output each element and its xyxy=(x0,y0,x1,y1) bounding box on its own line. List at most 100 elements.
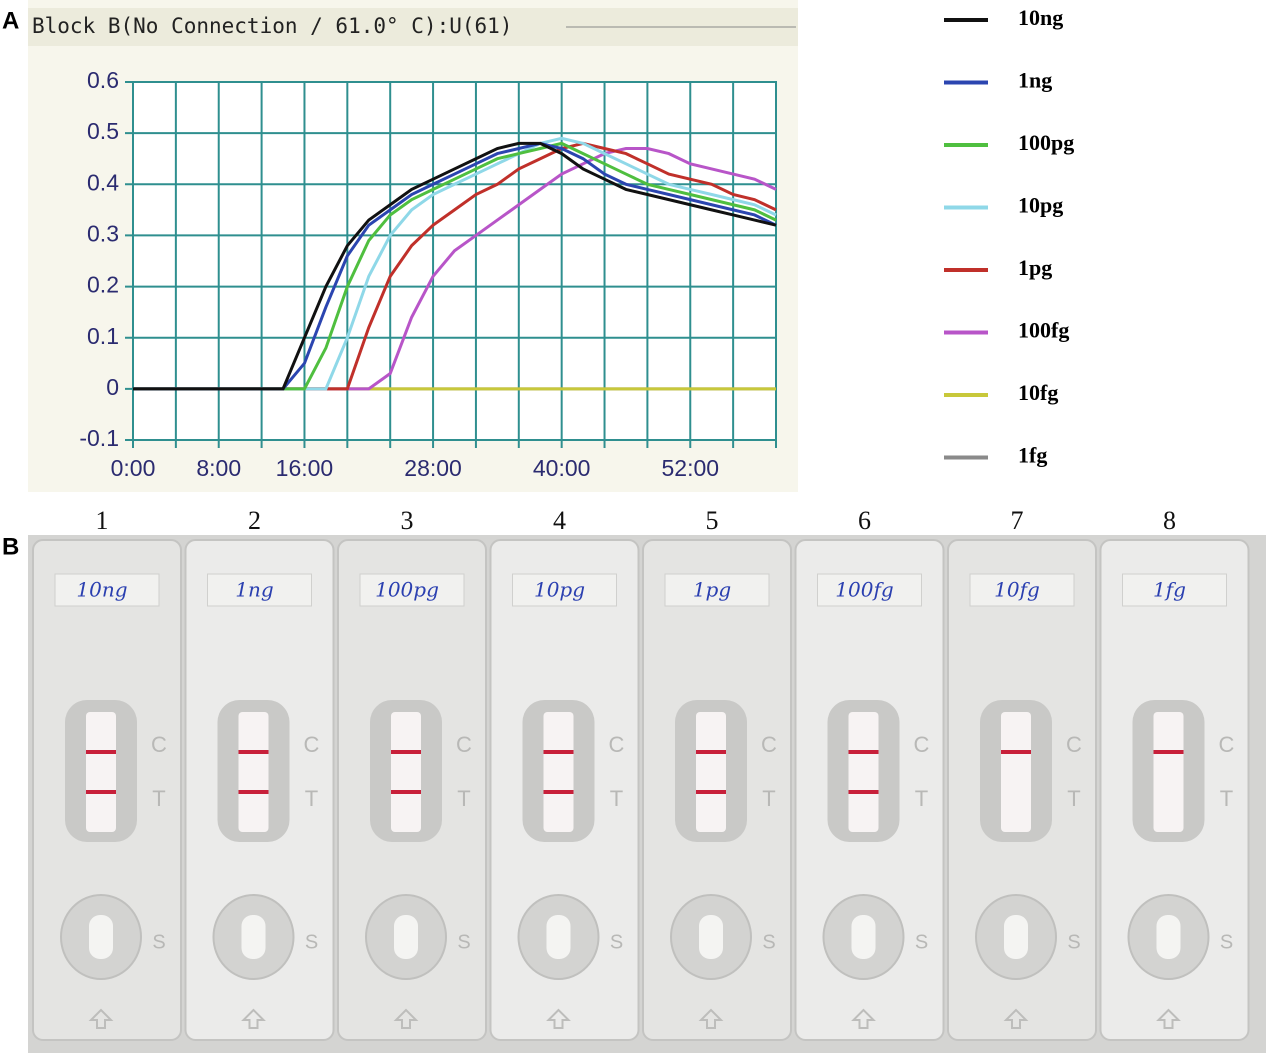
y-tick-label: 0.4 xyxy=(87,169,119,195)
arrow-icon xyxy=(241,1008,266,1029)
legend-label: 100pg xyxy=(1018,130,1074,155)
result-window xyxy=(543,712,574,832)
legend-label: 10fg xyxy=(1018,380,1058,405)
legend-label: 10pg xyxy=(1018,193,1063,218)
legend-label: 1fg xyxy=(1018,443,1047,468)
strip-label: 100pg xyxy=(375,578,439,602)
strip-number: 4 xyxy=(553,506,566,535)
sample-letter: S xyxy=(1220,931,1233,953)
legend-label: 10ng xyxy=(1018,5,1063,30)
sample-letter: S xyxy=(915,931,928,953)
strip-number: 3 xyxy=(401,506,414,535)
strip-number: 2 xyxy=(248,506,261,535)
legend-label: 1pg xyxy=(1018,255,1052,280)
x-tick-label: 52:00 xyxy=(661,455,719,481)
chart-title: Block B(No Connection / 61.0° C):U(61) xyxy=(32,14,512,38)
sample-letter: S xyxy=(610,931,623,953)
y-tick-label: 0 xyxy=(106,374,119,400)
label-box xyxy=(512,573,617,607)
x-tick-label: 0:00 xyxy=(111,455,156,481)
result-window xyxy=(238,712,269,832)
test-letter: T xyxy=(1220,786,1233,811)
arrow-icon xyxy=(393,1008,419,1029)
x-tick-label: 8:00 xyxy=(196,455,241,481)
sample-letter: S xyxy=(457,931,470,953)
strip-number: 7 xyxy=(1011,506,1024,535)
test-letter: T xyxy=(762,786,775,811)
sample-well xyxy=(851,915,876,959)
strip-label: 1pg xyxy=(693,578,731,602)
plot-frame xyxy=(132,81,777,441)
number-band xyxy=(28,495,1266,535)
sample-well xyxy=(699,915,723,959)
control-letter: C xyxy=(1219,732,1235,757)
y-tick-label: -0.1 xyxy=(79,425,119,451)
sample-well xyxy=(89,915,113,959)
plot-area xyxy=(133,82,776,440)
test-letter: T xyxy=(915,786,928,811)
label-box xyxy=(969,573,1075,607)
strip-label: 10pg xyxy=(534,578,585,602)
label-box xyxy=(817,573,922,607)
y-tick-label: 0.6 xyxy=(87,67,119,93)
arrow-icon xyxy=(851,1008,876,1029)
result-window xyxy=(696,712,726,832)
result-window xyxy=(848,712,879,832)
panel-label: B xyxy=(2,533,19,560)
control-letter: C xyxy=(456,732,472,757)
arrow-icon xyxy=(698,1008,724,1029)
result-window xyxy=(86,712,116,832)
strip-label: 1ng xyxy=(235,578,273,602)
sample-letter: S xyxy=(762,931,775,953)
y-tick-label: 0.2 xyxy=(87,272,119,298)
y-tick-label: 0.3 xyxy=(87,221,119,247)
control-letter: C xyxy=(304,732,320,757)
sample-well xyxy=(394,915,418,959)
x-tick-label: 16:00 xyxy=(276,455,334,481)
series-line xyxy=(133,141,777,391)
label-box xyxy=(359,573,465,607)
x-tick-label: 28:00 xyxy=(404,455,462,481)
sample-letter: S xyxy=(305,931,318,953)
label-box xyxy=(1122,573,1227,607)
sample-well xyxy=(241,915,266,959)
strip-number: 1 xyxy=(96,506,109,535)
label-box xyxy=(54,573,160,607)
arrow-icon xyxy=(88,1008,114,1029)
strip-label: 1fg xyxy=(1153,578,1186,602)
result-window xyxy=(391,712,421,832)
strip-number: 6 xyxy=(858,506,871,535)
sample-letter: S xyxy=(1067,931,1080,953)
control-letter: C xyxy=(914,732,930,757)
control-letter: C xyxy=(1066,732,1082,757)
test-letter: T xyxy=(610,786,623,811)
control-letter: C xyxy=(151,732,167,757)
test-letter: T xyxy=(1067,786,1080,811)
test-letter: T xyxy=(457,786,470,811)
x-tick-label: 40:00 xyxy=(533,455,591,481)
strip-label: 10fg xyxy=(994,578,1040,602)
y-tick-label: 0.5 xyxy=(87,118,119,144)
sample-well xyxy=(546,915,571,959)
arrow-icon xyxy=(1003,1008,1029,1029)
strip-label: 10ng xyxy=(76,578,127,602)
strip-label: 100fg xyxy=(835,578,893,602)
test-letter: T xyxy=(305,786,318,811)
result-window xyxy=(1153,712,1184,832)
arrow-icon xyxy=(1156,1008,1181,1029)
arrow-icon xyxy=(546,1008,571,1029)
sample-letter: S xyxy=(152,931,165,953)
y-tick-label: 0.1 xyxy=(87,323,119,349)
label-box xyxy=(664,573,770,607)
result-window xyxy=(1001,712,1031,832)
strip-number: 5 xyxy=(706,506,719,535)
label-box xyxy=(207,573,312,607)
test-letter: T xyxy=(152,786,165,811)
legend-label: 1ng xyxy=(1018,68,1052,93)
sample-well xyxy=(1156,915,1181,959)
sample-well xyxy=(1004,915,1028,959)
legend-label: 100fg xyxy=(1018,318,1069,343)
strip-number: 8 xyxy=(1163,506,1176,535)
control-letter: C xyxy=(609,732,625,757)
